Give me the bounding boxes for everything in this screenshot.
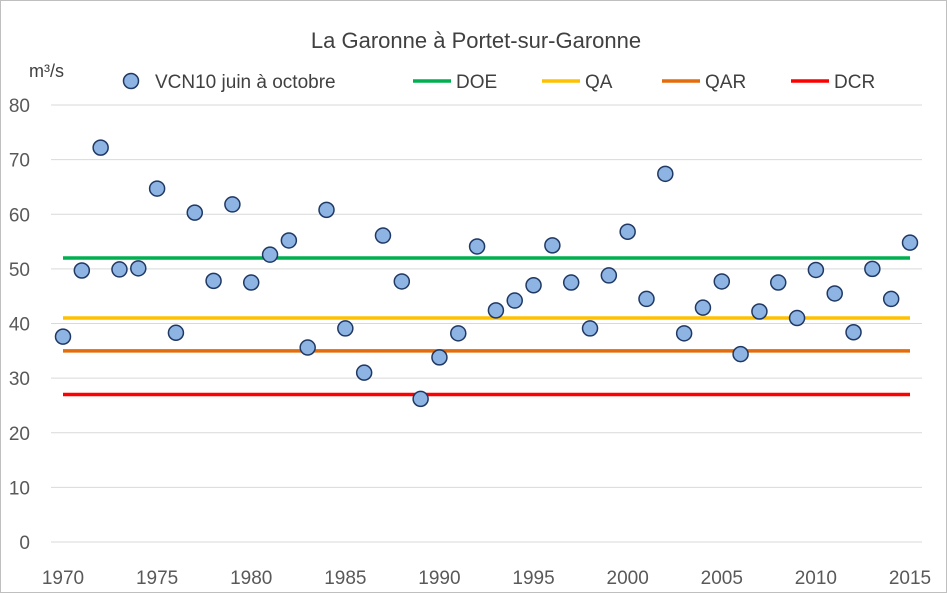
data-point [450, 325, 467, 342]
data-point [261, 246, 279, 263]
x-tick-label: 1975 [136, 568, 178, 589]
data-point [412, 390, 429, 408]
data-point [638, 290, 655, 308]
x-tick-label: 1970 [42, 568, 84, 589]
y-axis-unit: m³/s [29, 61, 64, 81]
data-point [864, 260, 881, 278]
data-point [562, 274, 580, 291]
data-point [657, 165, 674, 183]
data-point [675, 325, 693, 342]
x-tick-label: 1985 [324, 568, 366, 589]
y-tick-label: 0 [19, 533, 30, 554]
data-point [318, 201, 335, 219]
x-tick-label: 1995 [512, 568, 554, 589]
data-point [807, 261, 825, 279]
data-point [525, 277, 542, 294]
y-tick-label: 80 [9, 96, 30, 117]
data-point [205, 272, 222, 290]
data-point [280, 232, 298, 249]
x-tick-label: 2000 [607, 568, 649, 589]
legend-label: DCR [834, 72, 875, 93]
data-point [506, 292, 523, 309]
data-point [581, 320, 599, 337]
data-point [355, 364, 373, 381]
y-tick-labels: 0 10 20 30 40 50 60 70 80 [9, 96, 30, 554]
x-tick-label: 2015 [889, 568, 931, 589]
data-points [54, 139, 919, 408]
y-tick-label: 40 [9, 315, 30, 336]
x-tick-labels: 1970 1975 1980 1985 1990 1995 2000 2005 2010 2015 [42, 568, 931, 589]
data-point [732, 345, 749, 363]
data-point [224, 196, 241, 213]
legend-label: QA [585, 72, 613, 93]
data-point [186, 204, 204, 221]
data-point [901, 234, 919, 251]
y-tick-label: 10 [9, 478, 30, 499]
data-point [600, 267, 618, 284]
data-point [713, 273, 731, 290]
data-point [92, 139, 109, 156]
data-point [111, 261, 128, 278]
chart-title: La Garonne à Portet-sur-Garonne [311, 28, 641, 53]
data-point [242, 274, 260, 291]
data-point [431, 349, 448, 366]
data-point [788, 309, 806, 327]
data-point [769, 274, 787, 291]
data-point [468, 238, 486, 255]
data-point [882, 290, 900, 308]
legend-label: VCN10 juin à octobre [155, 72, 336, 93]
threshold-lines [63, 256, 910, 397]
data-point [393, 273, 411, 290]
data-point [299, 339, 316, 356]
x-tick-label: 1990 [418, 568, 460, 589]
data-point [73, 262, 91, 279]
y-tick-label: 20 [9, 424, 30, 445]
data-point [751, 303, 768, 320]
data-point [826, 285, 843, 302]
data-point [694, 299, 712, 316]
legend-marker-scatter [122, 72, 140, 90]
data-point [337, 320, 354, 337]
x-tick-label: 2005 [701, 568, 743, 589]
x-tick-label: 2010 [795, 568, 837, 589]
y-tick-label: 50 [9, 260, 30, 281]
data-point [487, 302, 505, 319]
legend-label: DOE [456, 72, 497, 93]
data-point [619, 223, 636, 240]
legend: VCN10 juin à octobre DOE QA QAR DCR [122, 72, 875, 93]
x-tick-label: 1980 [230, 568, 272, 589]
data-point [54, 328, 72, 345]
data-point [374, 227, 392, 244]
y-tick-label: 70 [9, 151, 30, 172]
y-tick-label: 60 [9, 205, 30, 226]
legend-label: QAR [705, 72, 746, 93]
data-point [845, 323, 862, 341]
data-point [130, 260, 147, 277]
y-tick-label: 30 [9, 369, 30, 390]
data-point [167, 324, 185, 342]
data-point [148, 180, 166, 197]
data-point [544, 237, 561, 254]
